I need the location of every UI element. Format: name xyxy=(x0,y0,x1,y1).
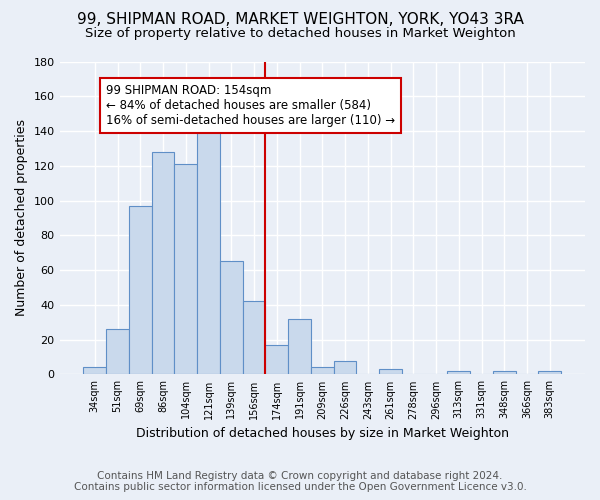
Bar xyxy=(129,206,152,374)
Text: Contains HM Land Registry data © Crown copyright and database right 2024.
Contai: Contains HM Land Registry data © Crown c… xyxy=(74,471,526,492)
Bar xyxy=(379,369,402,374)
Bar xyxy=(448,371,470,374)
Bar xyxy=(152,152,175,374)
Bar xyxy=(197,117,220,374)
Text: 99, SHIPMAN ROAD, MARKET WEIGHTON, YORK, YO43 3RA: 99, SHIPMAN ROAD, MARKET WEIGHTON, YORK,… xyxy=(77,12,523,28)
Bar xyxy=(220,262,242,374)
Bar xyxy=(83,368,106,374)
Text: Size of property relative to detached houses in Market Weighton: Size of property relative to detached ho… xyxy=(85,28,515,40)
Bar xyxy=(334,360,356,374)
Bar xyxy=(242,302,265,374)
Bar xyxy=(106,329,129,374)
Bar xyxy=(265,345,288,374)
Bar xyxy=(288,319,311,374)
X-axis label: Distribution of detached houses by size in Market Weighton: Distribution of detached houses by size … xyxy=(136,427,509,440)
Y-axis label: Number of detached properties: Number of detached properties xyxy=(15,120,28,316)
Text: 99 SHIPMAN ROAD: 154sqm
← 84% of detached houses are smaller (584)
16% of semi-d: 99 SHIPMAN ROAD: 154sqm ← 84% of detache… xyxy=(106,84,395,127)
Bar xyxy=(175,164,197,374)
Bar xyxy=(311,368,334,374)
Bar xyxy=(538,371,561,374)
Bar xyxy=(493,371,515,374)
